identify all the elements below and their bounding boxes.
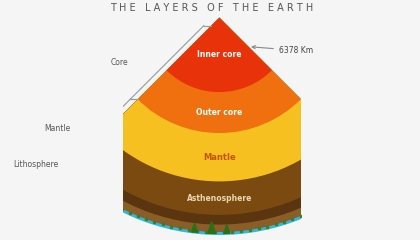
Wedge shape xyxy=(73,18,365,225)
Text: 6378 Km: 6378 Km xyxy=(252,46,313,55)
Text: Mantle: Mantle xyxy=(203,153,236,162)
Polygon shape xyxy=(192,223,197,232)
Polygon shape xyxy=(208,222,215,233)
Polygon shape xyxy=(224,224,230,233)
Wedge shape xyxy=(66,18,373,235)
Text: Core: Core xyxy=(110,58,128,67)
Wedge shape xyxy=(80,18,359,215)
Text: Outer core: Outer core xyxy=(196,108,242,117)
Text: Crust 0 – 100 Km: Crust 0 – 100 Km xyxy=(0,239,1,240)
Text: Inner core: Inner core xyxy=(197,50,242,59)
Wedge shape xyxy=(167,18,272,92)
Text: T H E   L A Y E R S   O F   T H E   E A R T H: T H E L A Y E R S O F T H E E A R T H xyxy=(110,3,313,13)
Wedge shape xyxy=(68,18,371,232)
Text: 2900 – 5100 Km: 2900 – 5100 Km xyxy=(0,239,1,240)
Text: Asthenosphere: Asthenosphere xyxy=(186,194,252,203)
Text: Lithosphere: Lithosphere xyxy=(13,160,58,169)
Wedge shape xyxy=(138,18,301,133)
Text: Mantle: Mantle xyxy=(44,124,70,133)
Wedge shape xyxy=(103,18,335,181)
